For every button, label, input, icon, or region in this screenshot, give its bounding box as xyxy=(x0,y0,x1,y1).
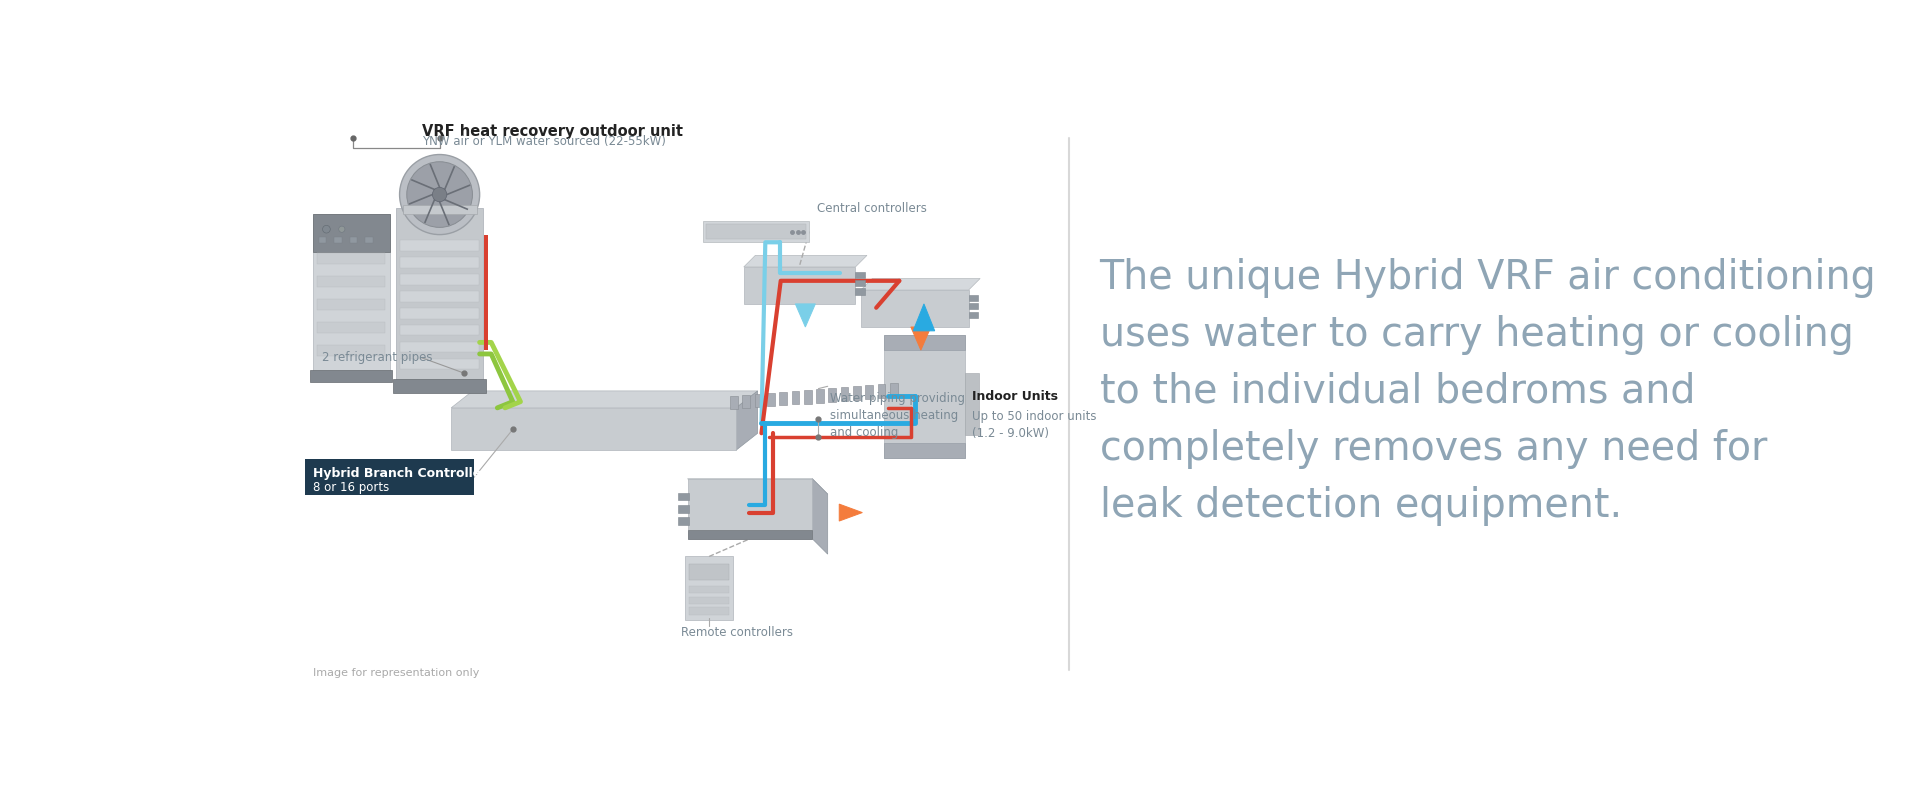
Bar xyxy=(780,392,787,406)
Bar xyxy=(401,308,478,318)
Bar xyxy=(689,586,730,594)
Bar xyxy=(317,253,384,264)
Bar xyxy=(401,291,478,302)
Bar xyxy=(968,294,977,301)
Bar xyxy=(678,505,689,513)
Bar xyxy=(968,303,977,310)
Bar xyxy=(317,346,384,356)
Bar xyxy=(968,311,977,318)
Circle shape xyxy=(399,154,480,234)
Bar xyxy=(401,240,478,250)
Bar xyxy=(401,325,478,335)
Bar xyxy=(484,234,488,350)
Polygon shape xyxy=(839,504,862,521)
Bar xyxy=(743,394,751,409)
Bar xyxy=(313,214,390,372)
Bar xyxy=(365,237,372,243)
Text: Central controllers: Central controllers xyxy=(816,202,927,214)
Polygon shape xyxy=(687,478,828,494)
Bar xyxy=(689,564,730,579)
Polygon shape xyxy=(743,255,868,267)
Bar xyxy=(730,395,737,410)
Bar xyxy=(755,394,762,407)
Bar xyxy=(891,383,899,397)
Text: 8 or 16 ports: 8 or 16 ports xyxy=(313,481,390,494)
Bar xyxy=(856,280,864,286)
Bar xyxy=(883,334,964,458)
Bar xyxy=(451,408,735,450)
Polygon shape xyxy=(914,304,935,331)
Bar xyxy=(394,379,486,394)
Polygon shape xyxy=(910,327,931,350)
Bar xyxy=(305,459,474,495)
Bar xyxy=(397,208,482,381)
Bar xyxy=(883,334,964,350)
Polygon shape xyxy=(812,478,828,554)
Bar xyxy=(311,370,392,382)
Bar xyxy=(804,390,812,403)
Bar xyxy=(687,478,812,538)
Bar xyxy=(689,607,730,615)
Bar xyxy=(964,373,979,435)
Circle shape xyxy=(323,226,330,233)
Polygon shape xyxy=(735,391,758,450)
Text: 2 refrigerant pipes: 2 refrigerant pipes xyxy=(323,351,432,364)
Circle shape xyxy=(432,187,447,202)
Bar xyxy=(856,289,864,294)
Bar xyxy=(317,322,384,333)
Bar xyxy=(334,237,342,243)
Text: Indoor Units: Indoor Units xyxy=(972,390,1058,403)
Bar xyxy=(678,517,689,525)
Bar xyxy=(877,384,885,398)
Text: YNW air or YLM water sourced (22-55kW): YNW air or YLM water sourced (22-55kW) xyxy=(422,134,666,147)
Bar xyxy=(313,214,390,252)
Bar xyxy=(766,393,774,406)
Bar xyxy=(319,237,326,243)
Polygon shape xyxy=(860,278,979,290)
Bar xyxy=(791,390,799,405)
Bar xyxy=(349,237,357,243)
Bar xyxy=(317,276,384,287)
Bar xyxy=(856,271,864,278)
Polygon shape xyxy=(795,304,816,327)
Bar xyxy=(317,299,384,310)
Bar xyxy=(689,597,730,604)
Bar xyxy=(401,274,478,285)
Polygon shape xyxy=(451,391,758,408)
Bar xyxy=(841,386,849,401)
Bar xyxy=(678,493,689,500)
Bar xyxy=(685,557,733,619)
Bar xyxy=(703,221,808,242)
Bar xyxy=(401,342,478,353)
Bar xyxy=(687,530,812,538)
Text: Water piping providing
simultaneous heating
and cooling: Water piping providing simultaneous heat… xyxy=(829,393,966,439)
Circle shape xyxy=(338,226,346,232)
Circle shape xyxy=(407,162,472,227)
Bar xyxy=(401,257,478,268)
Text: Up to 50 indoor units
(1.2 - 9.0kW): Up to 50 indoor units (1.2 - 9.0kW) xyxy=(972,410,1096,440)
Bar xyxy=(828,388,837,402)
Bar xyxy=(743,267,856,304)
Text: VRF heat recovery outdoor unit: VRF heat recovery outdoor unit xyxy=(422,124,684,138)
Bar xyxy=(403,205,476,214)
Bar xyxy=(816,389,824,402)
Text: Remote controllers: Remote controllers xyxy=(682,626,793,638)
Text: Image for representation only: Image for representation only xyxy=(313,668,478,678)
Text: The unique Hybrid VRF air conditioning
uses water to carry heating or cooling
to: The unique Hybrid VRF air conditioning u… xyxy=(1100,258,1876,526)
Bar xyxy=(883,442,964,458)
Bar xyxy=(852,386,860,399)
Text: Hybrid Branch Controller (HBC): Hybrid Branch Controller (HBC) xyxy=(313,467,532,480)
Bar xyxy=(707,224,806,239)
Bar xyxy=(860,290,968,327)
Bar xyxy=(401,358,478,370)
Bar xyxy=(866,385,874,398)
